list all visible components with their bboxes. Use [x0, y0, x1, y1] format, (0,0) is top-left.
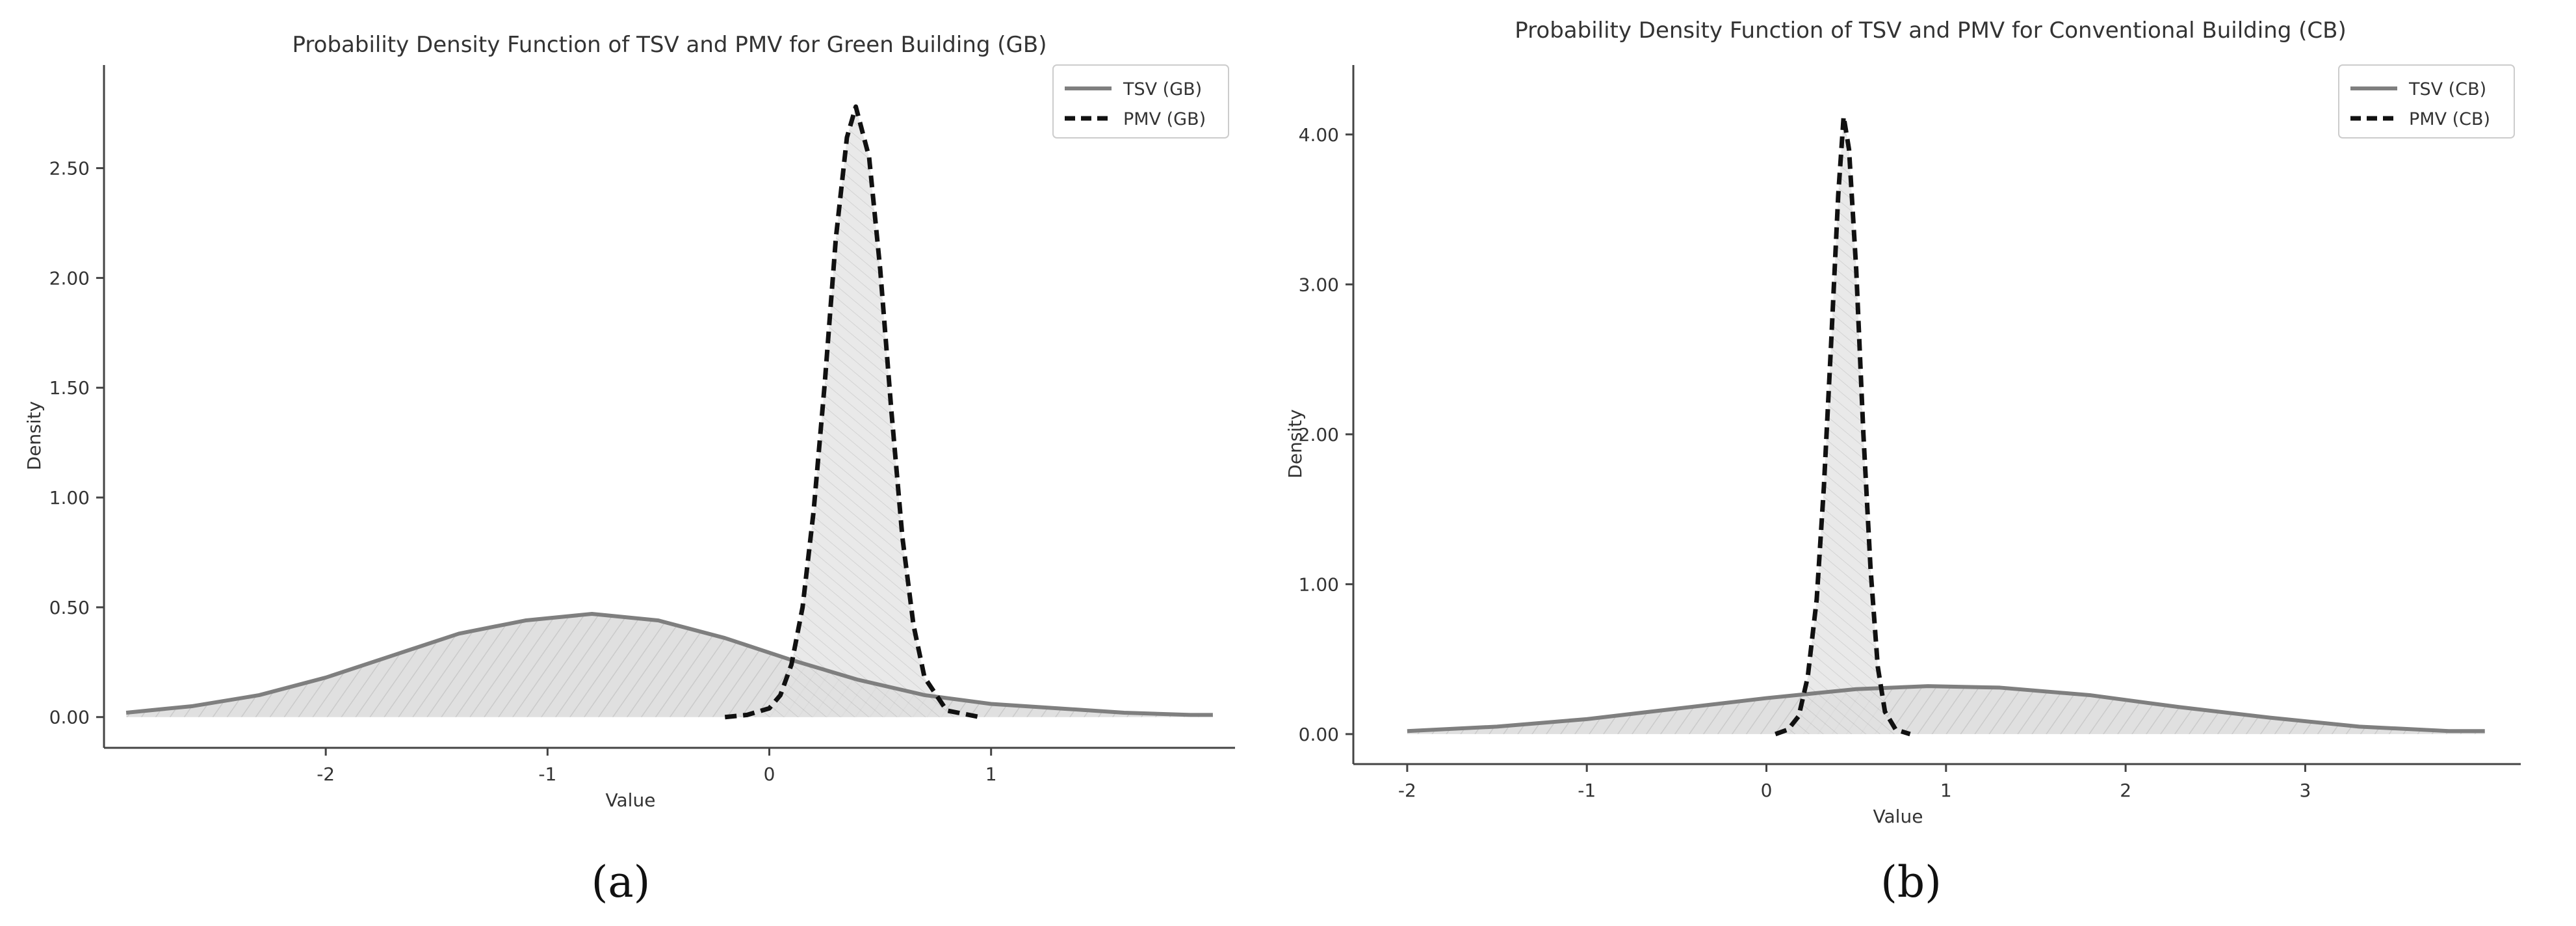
panel-b-caption: (b): [1880, 857, 1942, 907]
series-fill-tsv-gb: [126, 614, 1213, 717]
x-tick-label: 1: [1940, 780, 1952, 801]
chart-b: Probability Density Function of TSV and …: [1284, 18, 2521, 827]
x-tick-label: 2: [2120, 780, 2131, 801]
panel-a-caption: (a): [591, 857, 651, 907]
x-tick-label: -2: [1398, 780, 1416, 801]
y-axis-label: Density: [1284, 409, 1306, 478]
series-line-pmv-cb: [1775, 114, 1911, 737]
chart-title: Probability Density Function of TSV and …: [1515, 18, 2346, 44]
x-axis-label: Value: [1873, 806, 1923, 827]
panel-a: Probability Density Function of TSV and …: [0, 0, 1274, 926]
legend-label: TSV (CB): [2408, 79, 2486, 99]
y-axis-label: Density: [23, 401, 45, 470]
legend: TSV (GB) PMV (GB): [1052, 64, 1229, 139]
series-line-tsv-cb: [1407, 684, 2485, 734]
x-tick-label: 1: [985, 763, 997, 785]
y-tick-label: 2.00: [49, 267, 90, 289]
legend-label: PMV (GB): [1123, 109, 1206, 129]
x-tick-label: 3: [2300, 780, 2311, 801]
chart-title: Probability Density Function of TSV and …: [293, 32, 1047, 58]
legend: TSV (CB) PMV (CB): [2338, 64, 2515, 139]
y-tick-label: 1.00: [1299, 574, 1339, 595]
x-tick-label: 0: [1761, 780, 1773, 801]
y-tick-label: 0.00: [49, 707, 90, 728]
chart-a: Probability Density Function of TSV and …: [23, 32, 1235, 811]
series-fill-tsv-cb: [1407, 686, 2485, 734]
series-fill-pmv-gb: [725, 107, 980, 717]
series-line-pmv-gb: [724, 104, 981, 720]
x-tick-label: -1: [538, 763, 556, 785]
y-tick-label: 0.50: [49, 597, 90, 618]
x-tick-label: -1: [1578, 780, 1596, 801]
legend-label: TSV (GB): [1123, 79, 1202, 99]
y-tick-label: 2.00: [1299, 424, 1339, 445]
y-tick-label: 2.50: [49, 158, 90, 179]
y-tick-label: 1.50: [49, 377, 90, 399]
y-tick-label: 1.00: [49, 487, 90, 509]
x-tick-label: -2: [317, 763, 335, 785]
panel-b: Probability Density Function of TSV and …: [1274, 0, 2576, 926]
series-fill-pmv-cb: [1775, 116, 1910, 734]
x-tick-label: 0: [764, 763, 775, 785]
y-tick-label: 3.00: [1299, 274, 1339, 295]
x-axis-label: Value: [606, 789, 656, 811]
y-tick-label: 4.00: [1299, 124, 1339, 146]
legend-label: PMV (CB): [2409, 109, 2490, 129]
series-line-tsv-gb: [125, 612, 1213, 717]
y-tick-label: 0.00: [1299, 724, 1339, 745]
